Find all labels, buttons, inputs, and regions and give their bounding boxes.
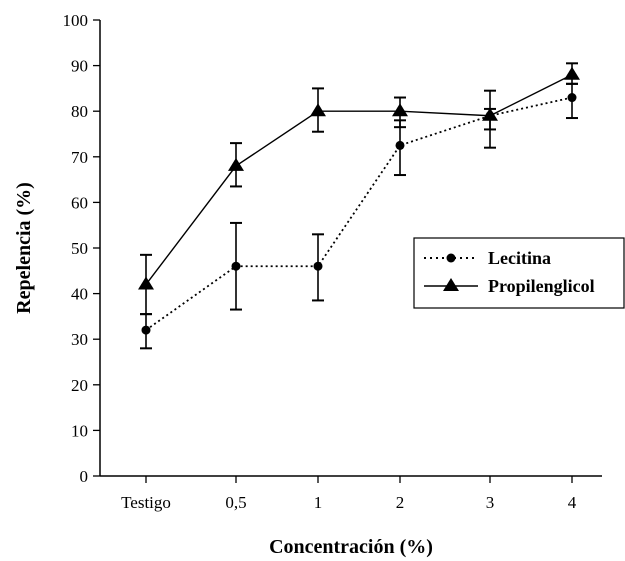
series-line-propilenglicol [145, 74, 573, 285]
data-point-propilenglicol [138, 276, 154, 290]
data-point-propilenglicol [564, 66, 580, 80]
y-tick-label: 10 [71, 421, 88, 440]
legend-label-lecitina: Lecitina [488, 248, 551, 268]
legend-label-propilenglicol: Propilenglicol [488, 276, 595, 296]
y-tick-label: 0 [80, 467, 89, 486]
data-point-propilenglicol [310, 103, 326, 117]
x-tick-label: 3 [486, 493, 495, 512]
data-point-propilenglicol [228, 157, 244, 171]
y-tick-label: 70 [71, 148, 88, 167]
y-tick-label: 40 [71, 285, 88, 304]
y-tick-label: 20 [71, 376, 88, 395]
data-point-lecitina [567, 93, 577, 103]
y-axis-title: Repelencia (%) [13, 182, 35, 314]
x-tick-label: 0,5 [225, 493, 246, 512]
legend-marker-lecitina [446, 253, 456, 263]
x-tick-label: Testigo [121, 493, 171, 512]
y-tick-label: 90 [71, 57, 88, 76]
series-layer [138, 62, 580, 350]
data-point-propilenglicol [392, 103, 408, 117]
data-point-lecitina [231, 261, 241, 271]
x-tick-label: 4 [568, 493, 577, 512]
y-tick-label: 100 [63, 11, 89, 30]
x-tick-label: 1 [314, 493, 323, 512]
x-ticks: Testigo 0,5 1 2 3 4 [121, 476, 577, 512]
y-tick-label: 30 [71, 330, 88, 349]
legend-marker-propilenglicol [443, 278, 459, 291]
series-propilenglicol [138, 62, 580, 316]
legend-box [413, 237, 625, 309]
x-axis-title: Concentración (%) [269, 536, 433, 558]
data-point-lecitina [395, 140, 405, 150]
y-tick-label: 50 [71, 239, 88, 258]
data-point-lecitina [141, 325, 151, 335]
legend: Lecitina Propilenglicol [413, 237, 625, 309]
series-line-lecitina [145, 96, 573, 331]
series-lecitina [140, 82, 578, 350]
y-tick-label: 60 [71, 193, 88, 212]
data-point-propilenglicol [482, 107, 498, 121]
y-tick-label: 80 [71, 102, 88, 121]
x-tick-label: 2 [396, 493, 405, 512]
data-point-lecitina [313, 261, 323, 271]
y-ticks: 0 10 20 30 40 50 60 70 80 90 100 [63, 11, 100, 486]
